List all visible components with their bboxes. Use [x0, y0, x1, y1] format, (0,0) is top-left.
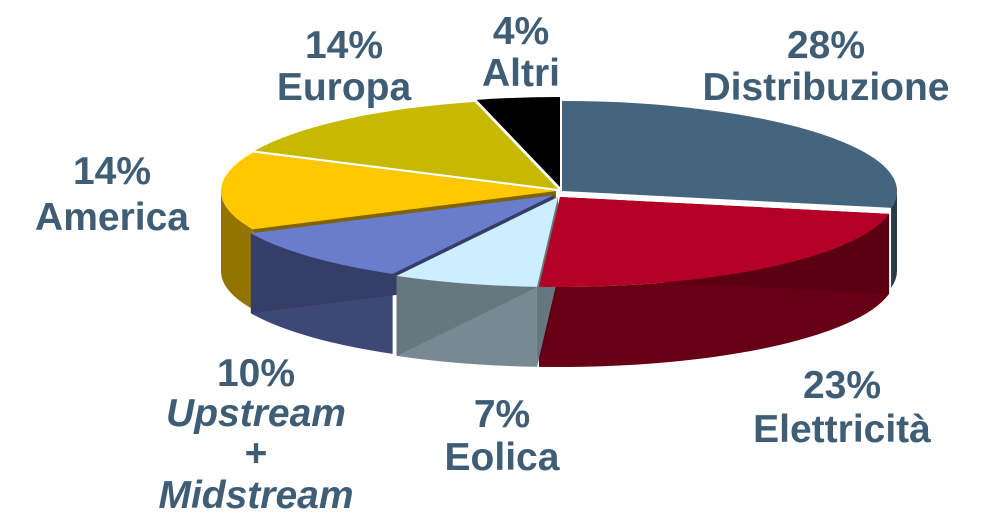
- label-eolica-name: Eolica: [445, 436, 560, 479]
- slice-upstream-midstream: [250, 195, 554, 274]
- slice-distribuzione: [562, 101, 898, 208]
- labels: 28% Distribuzione 23% Elettricità 7% Eol…: [35, 10, 949, 517]
- label-upstream-line3: Midstream: [158, 474, 353, 517]
- slice-side-4: [221, 191, 253, 310]
- label-distribuzione-pct: 28%: [787, 24, 865, 67]
- label-altri-name: Altri: [482, 52, 560, 95]
- slice-altri: [476, 97, 560, 187]
- label-america-name: America: [35, 196, 189, 239]
- label-upstream-pct: 10%: [217, 352, 295, 395]
- label-elettricita-name: Elettricità: [753, 408, 931, 451]
- slice-side-1: [538, 213, 890, 368]
- label-europa-name: Europa: [277, 66, 412, 109]
- label-upstream-line2: +: [245, 432, 268, 475]
- label-elettricita-pct: 23%: [803, 364, 881, 407]
- slice-europa: [254, 101, 558, 189]
- pie-slices: [221, 97, 898, 368]
- label-altri-pct: 4%: [493, 10, 549, 53]
- slice-america: [221, 152, 556, 230]
- label-distribuzione-name: Distribuzione: [702, 66, 949, 109]
- slice-side-0: [891, 191, 897, 288]
- label-america-pct: 14%: [73, 150, 151, 193]
- label-europa-pct: 14%: [305, 24, 383, 67]
- slice-eolica: [396, 197, 558, 287]
- slice-elettricit: [538, 197, 890, 288]
- label-eolica-pct: 7%: [474, 393, 530, 436]
- pie-top: [221, 97, 898, 288]
- label-upstream-line1: Upstream: [166, 392, 346, 435]
